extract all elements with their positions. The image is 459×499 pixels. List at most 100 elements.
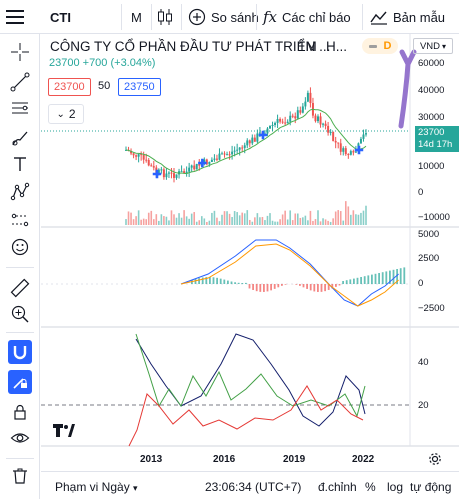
volume-bar	[307, 220, 309, 225]
macd-histogram-bar	[227, 280, 229, 284]
chart-canvas[interactable]: ✚ ✚ ✚ ✚	[41, 34, 459, 466]
macd-histogram-bar	[230, 281, 233, 284]
volume-bar	[259, 217, 261, 225]
macd-histogram-bar	[374, 273, 377, 284]
menu-button[interactable]	[4, 0, 44, 34]
bottom-toolbar: Phạm vi Ngày ▾ 23:06:34 (UTC+7) đ.chỉnh …	[41, 471, 459, 499]
volume-bar	[350, 214, 352, 225]
crosshair-tool[interactable]	[8, 40, 32, 64]
prediction-tool[interactable]	[8, 208, 32, 232]
remove-drawings-tool[interactable]	[8, 464, 32, 488]
brush-tool[interactable]	[8, 126, 32, 150]
volume-bar	[251, 221, 254, 225]
candle-body	[324, 123, 327, 126]
pattern-tool[interactable]	[8, 180, 32, 204]
macd-histogram-bar	[209, 277, 211, 284]
macd-histogram-bar	[212, 277, 215, 284]
chart-area[interactable]: ✚ ✚ ✚ ✚ CÔNG TY CỔ PHẦN ĐẦU TƯ PHÁT TRIỂN .…	[41, 34, 459, 466]
visibility-tool[interactable]	[8, 426, 32, 450]
emoji-tool[interactable]	[8, 235, 32, 259]
volume-bar	[228, 213, 231, 225]
macd-histogram-bar	[331, 284, 334, 289]
horizontal-lines-icon	[12, 102, 28, 114]
volume-bar	[352, 210, 355, 225]
percent-toggle[interactable]: %	[365, 480, 376, 494]
chart-title[interactable]: CÔNG TY CỔ PHẦN ĐẦU TƯ PHÁT TRIỂN ...	[50, 39, 331, 54]
macd-histogram-bar	[194, 279, 197, 284]
time-axis-label: 2013	[140, 454, 163, 465]
auto-scale-toggle[interactable]: tự động	[410, 480, 452, 494]
trend-line-tool[interactable]	[8, 70, 32, 94]
currency-select[interactable]: VND ▾	[413, 38, 453, 54]
ruler-tool[interactable]	[8, 276, 32, 300]
macd-histogram-bar	[302, 284, 305, 288]
annotation-arrow[interactable]	[398, 49, 417, 129]
volume-bar	[261, 216, 264, 225]
emoji-icon	[11, 238, 29, 256]
candle-body	[362, 134, 365, 139]
buy-button[interactable]: 23750	[118, 78, 161, 96]
adjust-toggle[interactable]: đ.chỉnh	[318, 480, 357, 494]
candle-body	[198, 164, 201, 166]
volume-bar	[302, 217, 304, 225]
candle-body	[359, 138, 362, 144]
candle-body	[327, 125, 330, 133]
symbol-search[interactable]: CTI	[50, 0, 71, 34]
candlestick-series[interactable]	[125, 87, 367, 183]
volume-bar	[193, 212, 196, 225]
time-axis-label: 2016	[213, 454, 236, 465]
candle-body	[248, 140, 251, 144]
indicators-button[interactable]: 𝑓x Các chỉ báo	[263, 0, 351, 34]
templates-button[interactable]: Bản mẫu	[370, 0, 445, 34]
volume-bar	[208, 220, 211, 225]
sell-button[interactable]: 23700	[48, 78, 91, 96]
price-axis-label: 10000	[418, 161, 445, 172]
cross-marker: ✚	[354, 145, 363, 157]
magnet-mode-toggle[interactable]	[8, 340, 32, 364]
horizontal-lines-tool[interactable]	[8, 96, 32, 120]
candle-body	[203, 159, 206, 164]
macd-histogram-bar	[306, 284, 308, 289]
moving-average-line	[125, 108, 367, 175]
volume-bar	[218, 221, 221, 225]
compare-button[interactable]: So sánh	[188, 0, 259, 34]
volume-bar	[140, 219, 142, 225]
log-toggle[interactable]: log	[387, 480, 404, 494]
chart-settings-button[interactable]	[427, 451, 443, 472]
date-range-button[interactable]: Phạm vi Ngày ▾	[55, 480, 138, 494]
volume-bar	[175, 217, 178, 225]
volume-bar	[309, 210, 312, 225]
volume-bar	[211, 212, 213, 225]
volume-bar	[339, 211, 342, 225]
date-range-label: Phạm vi Ngày	[55, 480, 130, 494]
chart-type-button[interactable]	[157, 0, 173, 34]
volume-bar	[254, 217, 256, 225]
chevron-down-icon: ▾	[442, 41, 447, 51]
volume-bar	[183, 210, 185, 225]
interval-button[interactable]: M	[131, 0, 142, 34]
legend-more[interactable]: H...	[326, 39, 348, 54]
volume-bar	[365, 205, 367, 225]
legend-interval: 1M	[298, 39, 317, 54]
lock-drawing-icon	[13, 378, 27, 389]
studies-toggle[interactable]: ⌄ 2	[48, 104, 84, 124]
text-tool[interactable]	[8, 152, 32, 176]
lock-drawing-toggle[interactable]	[8, 370, 32, 394]
market-status-indicator	[368, 44, 377, 48]
lock-all-tool[interactable]	[8, 400, 32, 424]
candle-body	[170, 172, 173, 174]
candle-body	[218, 153, 221, 160]
volume-bar	[238, 215, 241, 225]
candle-body	[140, 154, 143, 156]
data-status-badge[interactable]: D	[362, 38, 398, 54]
volume-bar	[150, 210, 153, 225]
volume-bar	[231, 217, 233, 225]
macd-histogram-bar	[295, 284, 298, 285]
clock-display[interactable]: 23:06:34 (UTC+7)	[205, 480, 302, 494]
symbol-label: CTI	[50, 9, 71, 25]
zoom-in-tool[interactable]	[8, 302, 32, 326]
delayed-data-label: D	[383, 40, 392, 52]
candle-body	[135, 155, 138, 157]
macd-histogram-bar	[399, 268, 402, 284]
cross-marker: ✚	[198, 158, 207, 170]
